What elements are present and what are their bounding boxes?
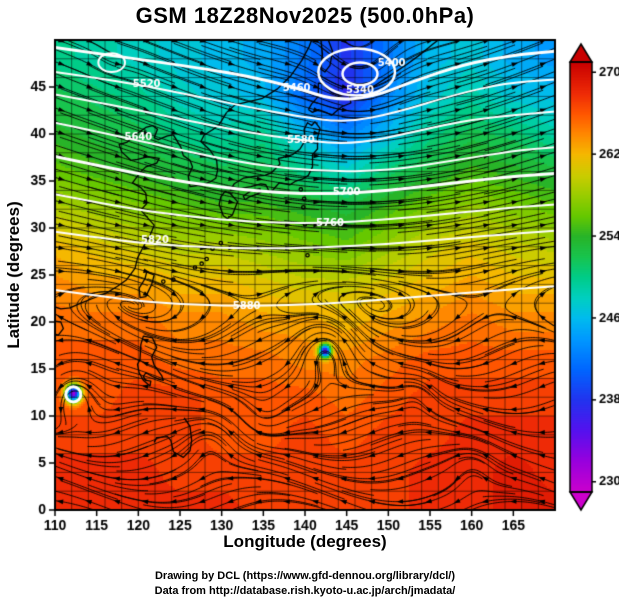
chart-title: GSM 18Z28Nov2025 (500.0hPa)	[135, 3, 475, 28]
credit-line-1: Drawing by DCL (https://www.gfd-dennou.o…	[154, 570, 456, 582]
y-axis-title: Latitude (degrees)	[4, 201, 23, 349]
credit-line-2: Data from http://database.rish.kyoto-u.a…	[154, 585, 456, 597]
x-axis-title: Longitude (degrees)	[223, 532, 387, 551]
